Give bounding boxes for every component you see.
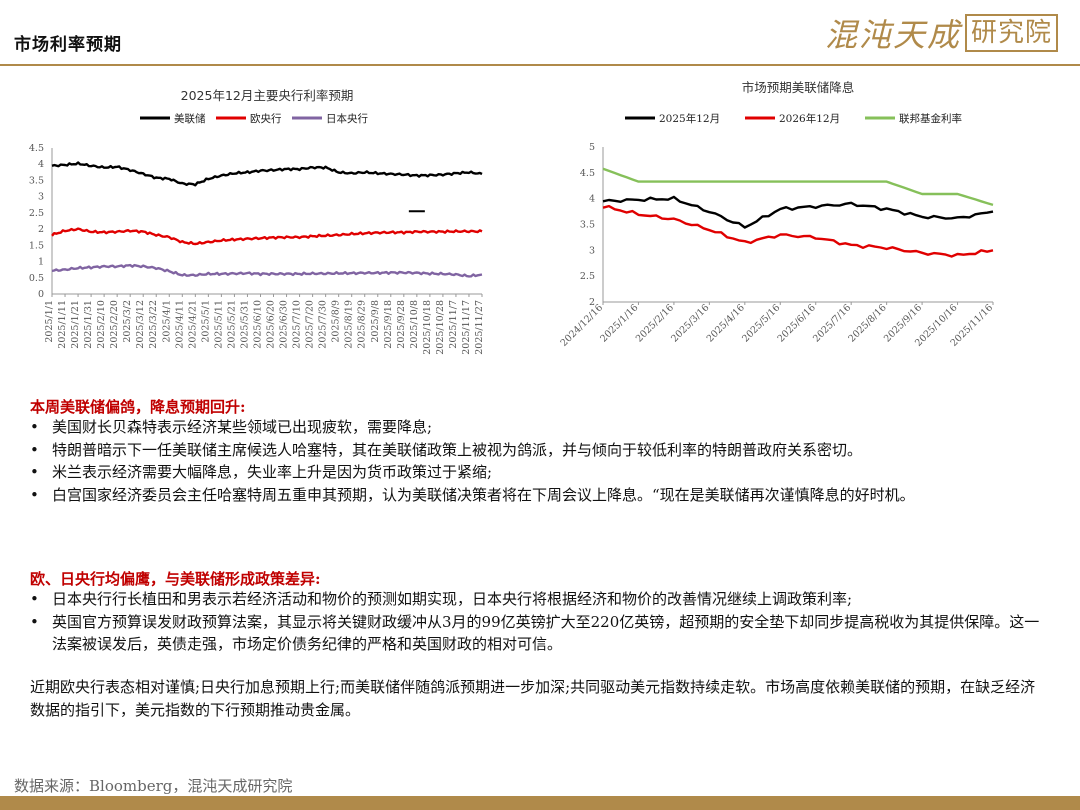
x-tick-label: 2025/9/28	[396, 300, 407, 349]
chart-title: 市场预期美联储降息	[742, 80, 855, 95]
legend-label: 日本央行	[326, 112, 368, 125]
fed-cut-expectation-chart: 市场预期美联储降息 2025年12月 2026年12月 联邦基金利率 2 2.5 3 3.5 4…	[559, 80, 996, 349]
y-tick-label: 4.5	[29, 143, 44, 154]
logo: 混沌天成 研究院	[825, 12, 1058, 54]
legend-label: 联邦基金利率	[899, 112, 962, 125]
chart-title: 2025年12月主要央行利率预期	[181, 88, 354, 103]
x-tick-label: 2025/8/29	[357, 300, 368, 349]
y-tick-label: 2.5	[580, 271, 595, 282]
bullet-dot: •	[30, 590, 39, 608]
x-tick-label: 2025/9/8	[370, 300, 381, 343]
bullet-dot: •	[30, 440, 39, 459]
legend-label: 2025年12月	[659, 112, 720, 125]
x-tick-label: 2025/3/12	[135, 300, 146, 349]
bullet-dot: •	[30, 418, 39, 436]
legend-label: 欧央行	[250, 112, 282, 125]
series-line	[51, 161, 483, 187]
x-tick-label: 2025/1/31	[83, 300, 94, 349]
series-line	[602, 167, 994, 207]
series-line	[51, 263, 483, 278]
x-tick-label: 2025/5/31	[239, 300, 250, 349]
bullet-text: 美国财长贝森特表示经济某些领域已出现疲软，需要降息;	[52, 418, 433, 436]
x-tick-label: 2025/1/11	[57, 300, 68, 349]
x-tick-label: 2025/9/18	[383, 300, 394, 349]
y-tick-label: 0.5	[29, 273, 44, 284]
bullet-text: 英国官方预算误发财政预算法案，其显示将关键财政缓冲从3月的99亿英镑扩大至220…	[52, 612, 1040, 654]
section-1-heading: 本周美联储偏鸽，降息预期回升:	[30, 398, 246, 416]
y-tick-label: 3.5	[29, 175, 44, 186]
x-tick-label: 2025/6/20	[266, 300, 277, 349]
bullet-text: 米兰表示经济需要大幅降息，失业率上升是因为货币政策过于紧缩;	[52, 463, 493, 481]
footer-bar	[0, 796, 1080, 810]
x-tick-label: 2025/5/11	[213, 300, 224, 349]
x-tick-label: 2025/6/10	[252, 300, 263, 349]
x-tick-label: 2025/4/1	[161, 300, 172, 343]
series-line	[602, 195, 994, 229]
bullet-dot: •	[30, 485, 39, 504]
x-tick-label: 2025/2/20	[109, 300, 120, 349]
series-line	[51, 227, 483, 246]
x-tick-label: 2025/7/10	[292, 300, 303, 349]
logo-script: 混沌天成	[824, 16, 961, 54]
x-tick-label: 2025/2/10	[96, 300, 107, 349]
legend-label: 美联储	[174, 112, 206, 125]
x-tick-label: 2025/3/22	[148, 300, 159, 349]
summary-paragraph: 近期欧央行表态相对谨慎;日央行加息预期上行;而美联储伴随鸽派预期进一步加深;共同…	[30, 678, 1036, 719]
x-tick-label: 2025/11/27	[474, 300, 485, 355]
y-tick-label: 3.5	[580, 220, 595, 231]
section-1-bullets: • 美国财长贝森特表示经济某些领域已出现疲软，需要降息; • 特朗普暗示下一任美联储…	[30, 416, 1050, 506]
x-tick-label: 2025/7/20	[305, 300, 316, 349]
y-tick-label: 1.5	[29, 240, 44, 251]
x-tick-label: 2025/1/21	[70, 300, 81, 349]
x-tick-label: 2025/3/2	[122, 300, 133, 343]
series-line	[602, 204, 994, 258]
bullet-text: 日本央行行长植田和男表示若经济活动和物价的预测如期实现，日本央行将根据经济和物价…	[52, 590, 853, 608]
x-tick-label: 2025/10/28	[435, 300, 446, 355]
list-item: • 特朗普暗示下一任美联储主席候选人哈塞特，其在美联储政策上被视为鸽派，并与倾向于…	[30, 439, 1050, 462]
y-tick-label: 1	[38, 257, 44, 268]
bullet-text: 白宫国家经济委员会主任哈塞特周五重申其预期，认为美联储决策者将在下周会议上降息。…	[52, 485, 915, 504]
x-tick-label: 2025/8/19	[344, 300, 355, 349]
y-tick-label: 4.5	[580, 168, 595, 179]
bullet-dot: •	[30, 612, 39, 631]
logo-seal: 研究院	[964, 14, 1058, 52]
y-tick-label: 3	[38, 192, 44, 203]
header-rule	[0, 64, 1080, 66]
page-header-title: 市场利率预期	[14, 35, 122, 55]
list-item: • 白宫国家经济委员会主任哈塞特周五重申其预期，认为美联储决策者将在下周会议上降息…	[30, 484, 1050, 507]
y-tick-label: 2	[589, 297, 595, 308]
y-tick-label: 2.5	[29, 208, 44, 219]
list-item: • 米兰表示经济需要大幅降息，失业率上升是因为货币政策过于紧缩;	[30, 461, 1050, 484]
x-tick-label: 2024/12/16	[559, 302, 606, 349]
list-item: • 英国官方预算误发财政预算法案，其显示将关键财政缓冲从3月的99亿英镑扩大至22…	[30, 611, 1050, 656]
x-tick-label: 2025/5/21	[226, 300, 237, 349]
x-tick-label: 2025/8/9	[331, 300, 342, 343]
x-tick-label: 2025/5/1	[200, 300, 211, 343]
bullet-dot: •	[30, 463, 39, 481]
x-tick-label: 2025/10/8	[409, 300, 420, 349]
source-note: 数据来源：Bloomberg，混沌天成研究院	[14, 777, 293, 795]
y-tick-label: 5	[589, 142, 595, 153]
x-tick-label: 2025/6/30	[279, 300, 290, 349]
x-tick-label: 2025/10/18	[422, 300, 433, 355]
section-2-bullets: • 日本央行行长植田和男表示若经济活动和物价的预测如期实现，日本央行将根据经济和物…	[30, 588, 1050, 656]
x-tick-label: 2025/4/11	[174, 300, 185, 349]
y-tick-label: 4	[589, 194, 595, 205]
list-item: • 美国财长贝森特表示经济某些领域已出现疲软，需要降息;	[30, 416, 1050, 439]
x-tick-label: 2025/1/1	[44, 300, 55, 343]
x-tick-label: 2025/7/30	[318, 300, 329, 349]
x-tick-label: 2025/11/7	[448, 300, 459, 349]
y-tick-label: 2	[38, 224, 44, 235]
x-tick-label: 2025/4/21	[187, 300, 198, 349]
y-tick-label: 3	[589, 245, 595, 256]
y-tick-label: 4	[38, 159, 44, 170]
x-tick-label: 2025/11/17	[461, 300, 472, 355]
bullet-text: 特朗普暗示下一任美联储主席候选人哈塞特，其在美联储政策上被视为鸽派，并与倾向于较…	[52, 440, 863, 459]
y-tick-label: 0	[38, 289, 44, 300]
section-2-heading: 欧、日央行均偏鹰，与美联储形成政策差异:	[30, 570, 321, 588]
legend-label: 2026年12月	[779, 112, 840, 125]
list-item: • 日本央行行长植田和男表示若经济活动和物价的预测如期实现，日本央行将根据经济和物…	[30, 588, 1050, 611]
